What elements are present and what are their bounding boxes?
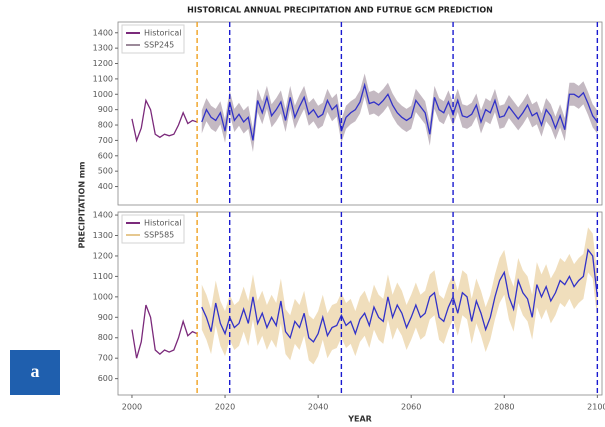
x-tick-label: 2040: [308, 403, 328, 412]
x-tick-label: 2080: [494, 403, 514, 412]
y-tick-label: 1200: [93, 251, 113, 260]
plot-frame: [117, 211, 603, 396]
y-tick-label: 800: [98, 333, 113, 342]
panel-label: a: [31, 361, 40, 381]
series-line: [201, 248, 598, 343]
x-axis-label: YEAR: [347, 415, 372, 424]
y-tick-label: 900: [98, 105, 113, 114]
y-tick-label: 1100: [93, 272, 113, 281]
x-tick-label: 2060: [401, 403, 421, 412]
legend-box: [121, 24, 185, 54]
series-line: [131, 304, 198, 359]
y-tick-label: 1400: [93, 211, 113, 220]
y-tick-label: 700: [98, 354, 113, 363]
y-tick-label: 600: [98, 151, 113, 160]
y-tick-label: 800: [98, 121, 113, 130]
y-tick-label: 700: [98, 136, 113, 145]
y-tick-label: 1000: [93, 90, 113, 99]
y-axis-label: PRECIPITATION mm: [78, 162, 87, 249]
legend-label: SSP245: [144, 41, 174, 50]
panel-label-box: [10, 350, 60, 395]
uncertainty-band: [201, 227, 598, 365]
uncertainty-band: [201, 73, 598, 152]
legend-label: SSP585: [144, 231, 174, 240]
y-tick-label: 1300: [93, 231, 113, 240]
legend-label: Historical: [144, 219, 181, 228]
legend-box: [121, 214, 185, 244]
x-tick-label: 2100: [587, 403, 605, 412]
y-tick-label: 1300: [93, 44, 113, 53]
y-tick-label: 600: [98, 374, 113, 383]
legend-label: Historical: [144, 29, 181, 38]
series-line: [131, 98, 198, 143]
plot-frame: [117, 21, 603, 206]
x-tick-label: 2020: [215, 403, 235, 412]
y-tick-label: 400: [98, 182, 113, 191]
y-tick-label: 1000: [93, 292, 113, 301]
y-tick-label: 500: [98, 167, 113, 176]
chart-title: HISTORICAL ANNUAL PRECIPITATION AND FUTR…: [187, 6, 493, 15]
series-line: [201, 82, 598, 141]
y-tick-label: 1400: [93, 28, 113, 37]
y-tick-label: 1100: [93, 74, 113, 83]
y-tick-label: 900: [98, 313, 113, 322]
x-tick-label: 2000: [122, 403, 142, 412]
y-tick-label: 1200: [93, 59, 113, 68]
